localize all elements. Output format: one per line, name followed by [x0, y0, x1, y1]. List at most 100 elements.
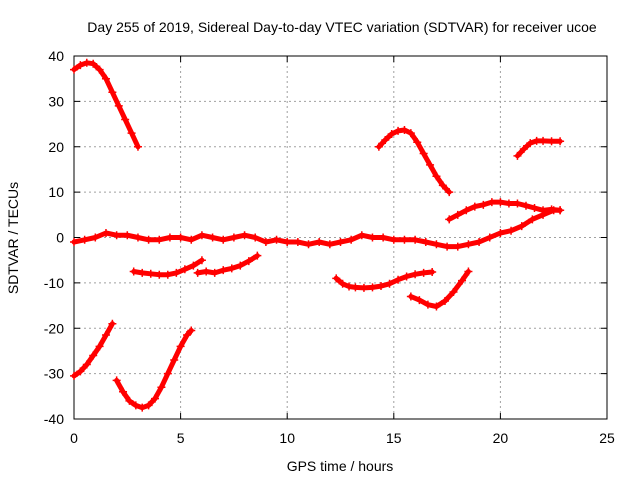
data-point: [464, 240, 473, 249]
data-point: [227, 264, 236, 273]
data-point: [155, 270, 164, 279]
data-point: [338, 279, 347, 288]
data-point: [121, 115, 130, 124]
y-tick-label: 10: [48, 184, 64, 200]
data-point: [519, 145, 528, 154]
data-point: [219, 266, 228, 275]
x-tick-label: 10: [279, 430, 295, 446]
data-point: [406, 292, 415, 301]
data-point: [70, 238, 78, 247]
data-point: [229, 233, 238, 242]
data-point: [496, 198, 505, 207]
data-point: [176, 233, 185, 242]
y-tick-label: -10: [44, 275, 64, 291]
data-point: [556, 137, 565, 146]
data-point: [95, 65, 104, 74]
data-point: [76, 367, 85, 376]
data-point: [547, 137, 556, 146]
data-point: [170, 356, 179, 365]
data-point: [521, 201, 530, 210]
data-point: [496, 228, 505, 237]
series-arc-7: [374, 125, 454, 197]
series-arc-9: [445, 198, 565, 224]
data-point: [127, 129, 136, 138]
data-point: [76, 61, 85, 70]
data-point: [411, 235, 420, 244]
data-point: [394, 126, 403, 135]
data-point: [131, 401, 140, 410]
series-arc-8: [406, 267, 473, 311]
data-point: [475, 238, 484, 247]
data-point: [449, 287, 458, 296]
data-point: [146, 269, 155, 278]
series-arc-4: [129, 256, 206, 279]
data-point: [197, 231, 206, 240]
axis-ticks: [73, 55, 608, 420]
data-point: [108, 319, 117, 328]
data-point: [379, 233, 388, 242]
x-tick-label: 20: [493, 430, 509, 446]
y-tick-label: 0: [56, 230, 64, 246]
data-point: [272, 235, 281, 244]
data-point: [261, 238, 270, 247]
data-point: [240, 231, 249, 240]
y-tick-label: -20: [44, 320, 64, 336]
data-point: [479, 200, 488, 209]
tick-labels: 0 5 10 15 20 25 -40 -30 -20 -10 0 10 20 30 40: [44, 48, 615, 446]
data-point: [133, 142, 142, 151]
data-point: [144, 401, 153, 410]
y-tick-label: -40: [44, 411, 64, 427]
data-series: [70, 58, 565, 412]
data-point: [400, 235, 409, 244]
data-point: [202, 267, 211, 276]
data-point: [385, 279, 394, 288]
data-point: [157, 383, 166, 392]
data-point: [180, 265, 189, 274]
data-point: [394, 275, 403, 284]
data-point: [80, 235, 89, 244]
data-point: [138, 403, 147, 412]
data-point: [253, 251, 262, 260]
data-point: [368, 283, 377, 292]
data-point: [539, 206, 548, 215]
x-tick-label: 5: [177, 430, 185, 446]
data-point: [428, 267, 437, 276]
data-point: [470, 202, 479, 211]
data-point: [400, 125, 409, 134]
data-point: [336, 238, 345, 247]
data-point: [283, 238, 292, 247]
data-point: [138, 268, 147, 277]
data-point: [443, 242, 452, 251]
x-axis-label: GPS time / hours: [287, 458, 394, 474]
data-point: [172, 268, 181, 277]
data-point: [445, 188, 454, 197]
data-point: [129, 267, 138, 276]
data-point: [95, 342, 104, 351]
series-arc-1: [70, 58, 142, 151]
data-point: [528, 215, 537, 224]
data-point: [315, 238, 324, 247]
data-point: [187, 326, 196, 335]
data-point: [345, 282, 354, 291]
data-point: [133, 233, 142, 242]
data-point: [182, 331, 191, 340]
data-point: [487, 198, 496, 207]
data-point: [389, 235, 398, 244]
data-point: [91, 233, 100, 242]
data-point: [347, 235, 356, 244]
data-point: [114, 101, 123, 110]
data-point: [82, 360, 91, 369]
data-point: [426, 160, 435, 169]
data-point: [415, 296, 424, 305]
data-point: [402, 272, 411, 281]
data-point: [445, 215, 454, 224]
data-point: [176, 342, 185, 351]
data-point: [413, 138, 422, 147]
data-point: [411, 270, 420, 279]
data-point: [119, 387, 128, 396]
data-point: [108, 88, 117, 97]
data-point: [419, 268, 428, 277]
series-arc-main: [70, 206, 565, 251]
data-point: [89, 59, 98, 68]
data-point: [423, 300, 432, 309]
